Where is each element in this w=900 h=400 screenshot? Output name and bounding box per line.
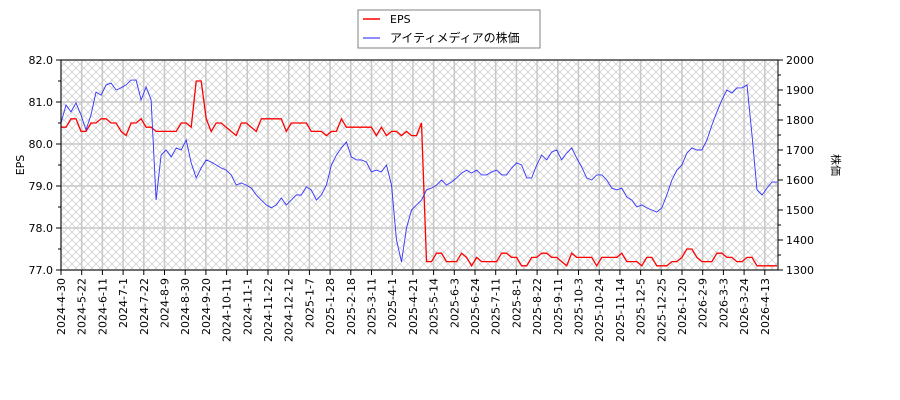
x-tick-label: 2025-7-11 <box>490 278 503 335</box>
x-tick-label: 2024-12-12 <box>283 278 296 342</box>
legend-label-eps: EPS <box>390 13 411 26</box>
y2-tick-label: 1800 <box>786 114 814 127</box>
x-tick-label: 2025-12-5 <box>635 278 648 335</box>
x-tick-label: 2025-8-1 <box>510 278 523 328</box>
x-tick-label: 2026-3-3 <box>717 278 730 328</box>
x-tick-label: 2024-7-1 <box>117 278 130 328</box>
x-tick-label: 2025-11-14 <box>614 278 627 342</box>
x-tick-label: 2025-6-3 <box>448 278 461 328</box>
y2-tick-label: 1300 <box>786 264 814 277</box>
x-tick-label: 2025-1-28 <box>324 278 337 335</box>
x-tick-label: 2025-10-3 <box>573 278 586 335</box>
x-tick-label: 2025-4-1 <box>386 278 399 328</box>
y2-tick-label: 1500 <box>786 204 814 217</box>
y2-tick-label: 1700 <box>786 144 814 157</box>
x-tick-label: 2025-4-21 <box>407 278 420 335</box>
y2-axis-label: 株価 <box>829 154 843 176</box>
x-tick-label: 2025-10-24 <box>593 278 606 342</box>
eps-line <box>61 80 777 268</box>
x-tick-label: 2024-10-11 <box>221 278 234 342</box>
stock-price-line <box>60 79 777 263</box>
x-tick-label: 2025-6-24 <box>469 278 482 335</box>
y-tick-label: 80.0 <box>29 138 54 151</box>
series-lines <box>60 79 777 268</box>
x-tick-label: 2026-1-20 <box>676 278 689 335</box>
x-axis: 2024-4-30 2024-5-22 2024-6-11 2024-7-1 2024-… <box>55 270 772 342</box>
y2-tick-label: 1400 <box>786 234 814 247</box>
x-tick-label: 2024-8-30 <box>179 278 192 335</box>
y-axis-label: EPS <box>14 155 27 176</box>
y2-tick-label: 1900 <box>786 84 814 97</box>
x-tick-label: 2024-5-22 <box>76 278 89 335</box>
y2-tick-label: 1600 <box>786 174 814 187</box>
y2-tick-label: 2000 <box>786 54 814 67</box>
legend: EPS アイティメディアの株価 <box>357 9 541 49</box>
x-tick-label: 2024-4-30 <box>55 278 68 335</box>
x-tick-label: 2024-9-20 <box>200 278 213 335</box>
y-tick-label: 79.0 <box>29 180 54 193</box>
x-tick-label: 2025-5-14 <box>428 278 441 335</box>
left-axis: 77.0 78.0 79.0 80.0 81.0 82.0 <box>29 54 61 277</box>
x-tick-label: 2025-3-11 <box>366 278 379 335</box>
x-tick-label: 2026-4-13 <box>759 278 772 335</box>
x-tick-label: 2025-2-18 <box>345 278 358 335</box>
x-tick-label: 2024-11-1 <box>241 278 254 335</box>
y-tick-label: 77.0 <box>29 264 54 277</box>
x-tick-label: 2025-12-25 <box>655 278 668 342</box>
x-tick-label: 2026-3-24 <box>738 278 751 335</box>
legend-label-price: アイティメディアの株価 <box>390 30 520 45</box>
plot-area <box>61 60 778 270</box>
x-tick-label: 2025-1-7 <box>303 278 316 328</box>
x-tick-label: 2024-8-9 <box>159 278 172 328</box>
y-tick-label: 82.0 <box>29 54 54 67</box>
y-tick-label: 78.0 <box>29 222 54 235</box>
x-tick-label: 2025-9-11 <box>552 278 565 335</box>
y-tick-label: 81.0 <box>29 96 54 109</box>
right-axis: 1300 1400 1500 1600 1700 1800 1900 2000 <box>778 54 814 277</box>
x-tick-label: 2026-2-9 <box>697 278 710 328</box>
x-tick-label: 2025-8-22 <box>531 278 544 335</box>
x-tick-label: 2024-7-22 <box>138 278 151 335</box>
x-tick-label: 2024-11-22 <box>262 278 275 342</box>
x-tick-label: 2024-6-11 <box>96 278 109 335</box>
